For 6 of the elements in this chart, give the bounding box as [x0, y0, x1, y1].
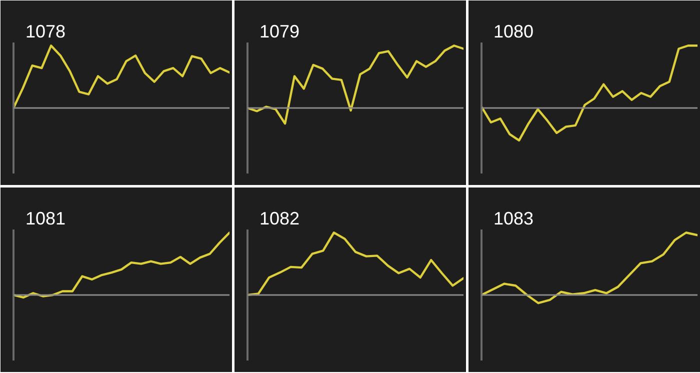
chart-title: 1080	[494, 22, 534, 42]
chart-title: 1079	[260, 22, 300, 42]
chart-title: 1082	[260, 208, 300, 228]
chart-title: 1083	[494, 208, 534, 228]
chart-title: 1078	[26, 22, 66, 42]
chart-title: 1081	[26, 208, 66, 228]
